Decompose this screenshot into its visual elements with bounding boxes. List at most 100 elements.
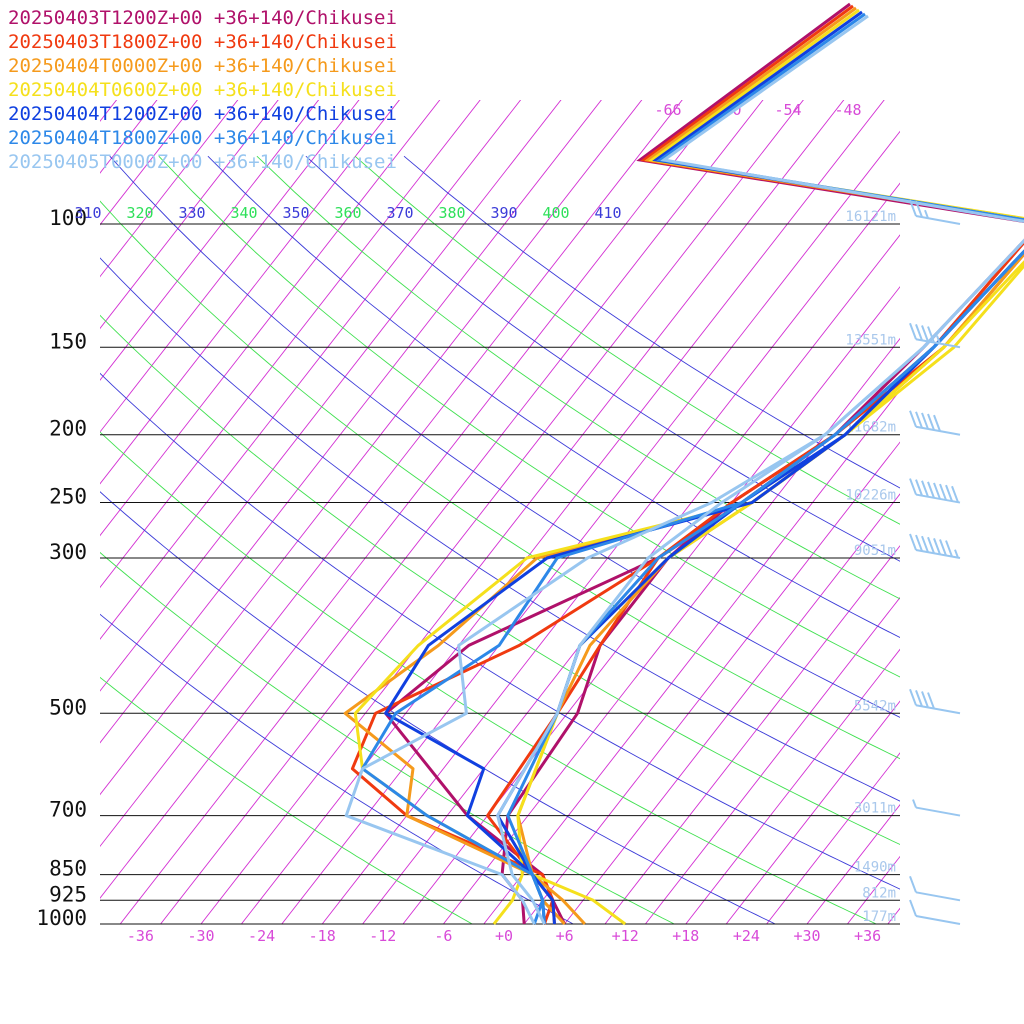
temperature-tick-label: -12 — [369, 927, 396, 945]
wind-barb-half-flag — [954, 549, 959, 559]
wind-barb-flag — [921, 535, 929, 553]
wind-barb-flag — [909, 688, 917, 706]
upper-temperature-label: -54 — [774, 101, 801, 119]
theta-label: 400 — [542, 204, 569, 222]
isotherm-line — [564, 493, 900, 924]
temperature-tick-label: +24 — [733, 927, 760, 945]
legend-entry: 20250404T0000Z+00 +36+140/Chikusei — [8, 55, 397, 77]
wind-barb-shaft — [915, 704, 961, 715]
wind-barb — [909, 688, 961, 715]
dry-adiabat-line — [158, 155, 900, 678]
theta-label: 410 — [594, 204, 621, 222]
theta-label: 310 — [74, 204, 101, 222]
wind-barb-flag — [927, 692, 935, 709]
series-group — [384, 2, 1024, 925]
upper-temperature-label: -66 — [654, 101, 681, 119]
upper-temperature-label: -48 — [834, 101, 861, 119]
height-label: 3011m — [854, 801, 896, 817]
wind-barb — [909, 875, 961, 902]
isotherm-line — [100, 100, 643, 796]
temperature-profile-line — [343, 251, 1024, 926]
temperature-tick-label: +36 — [854, 927, 881, 945]
wind-barb-flag — [915, 411, 923, 429]
wind-barb-flag — [921, 480, 929, 498]
pressure-tick-label: 850 — [49, 857, 87, 881]
dry-adiabat-line — [100, 257, 900, 802]
height-label: 9051m — [854, 543, 896, 559]
height-label: 177m — [862, 909, 896, 925]
wind-barb — [912, 799, 961, 817]
dry-adiabat-line — [100, 200, 900, 760]
wind-barb-flag — [909, 478, 917, 495]
wind-barbs — [909, 199, 961, 925]
wind-barb-half-flag — [912, 799, 917, 808]
pressure-tick-label: 700 — [49, 798, 87, 822]
height-label: 1490m — [854, 860, 896, 876]
isotherm-line — [645, 596, 900, 924]
theta-label: 390 — [490, 204, 517, 222]
wind-barb — [909, 899, 961, 925]
isotherm-line — [241, 100, 885, 924]
wind-barb — [909, 533, 961, 559]
wind-barb-flag — [909, 410, 917, 428]
wind-barb-flag — [933, 538, 941, 555]
wind-barb-flag — [927, 481, 935, 499]
temperature-tick-label: +18 — [672, 927, 699, 945]
pressure-tick-label: 200 — [49, 417, 87, 441]
isotherm-line — [321, 182, 900, 924]
wind-barb-shaft — [915, 915, 961, 925]
dewpoint-profile-line — [496, 238, 1024, 925]
isotherm-line — [100, 100, 239, 278]
theta-label: 360 — [334, 204, 361, 222]
series-group — [384, 10, 1024, 925]
isotherm-line — [806, 804, 900, 924]
wind-barb — [909, 322, 961, 349]
theta-label: 320 — [126, 204, 153, 222]
wind-barb-flag — [909, 875, 917, 893]
wind-barb-flag — [939, 539, 947, 556]
sounding-series — [343, 2, 1024, 926]
isotherm-line — [100, 100, 602, 744]
wind-barb-flag — [909, 322, 917, 340]
wind-barb-half-flag — [936, 335, 941, 345]
dewpoint-profile-line — [496, 249, 1024, 925]
legend-entry: 20250405T0000Z+00 +36+140/Chikusei — [8, 151, 397, 173]
legend: 20250403T1200Z+00 +36+140/Chikusei202504… — [8, 7, 397, 173]
isotherm-line — [100, 100, 158, 174]
isotherm-line — [100, 100, 562, 692]
wind-barb-flag — [915, 200, 923, 218]
wind-barb — [909, 478, 961, 504]
isotherm-line — [100, 100, 198, 226]
wind-barb-flag — [915, 479, 923, 497]
temperature-profile-line — [361, 249, 1024, 925]
legend-entry: 20250403T1800Z+00 +36+140/Chikusei — [8, 31, 397, 53]
wind-barb-flag — [915, 324, 923, 341]
wind-barb — [909, 199, 961, 225]
theta-label: 380 — [438, 204, 465, 222]
wind-barb-flag — [921, 325, 929, 342]
temperature-tick-label: -36 — [127, 927, 154, 945]
wind-barb-flag — [909, 533, 917, 551]
isotherm-line — [725, 700, 900, 924]
wind-barb-flag — [915, 534, 923, 552]
height-label: 10226m — [845, 488, 896, 504]
dry-adiabat-line — [100, 372, 900, 890]
wind-barb-flag — [909, 899, 917, 917]
isotherm-line — [402, 286, 900, 924]
wind-barb-flag — [945, 484, 953, 502]
wind-barb-flag — [921, 691, 929, 708]
isotherm-line — [362, 234, 900, 924]
height-label: 13551m — [845, 332, 896, 348]
pressure-tick-label: 300 — [49, 540, 87, 564]
wind-barb — [909, 410, 961, 436]
wind-barb-flag — [933, 414, 941, 432]
height-label: 16121m — [845, 209, 896, 225]
height-labels: 16121m13551m11682m10226m9051m5542m3011m1… — [845, 209, 896, 925]
isotherm-line — [766, 752, 900, 924]
theta-label: 350 — [282, 204, 309, 222]
dry-adiabat-line — [305, 155, 900, 562]
theta-label: 370 — [386, 204, 413, 222]
theta-label: 330 — [178, 204, 205, 222]
pressure-tick-label: 100 — [49, 206, 87, 230]
temperature-tick-label: -24 — [248, 927, 275, 945]
